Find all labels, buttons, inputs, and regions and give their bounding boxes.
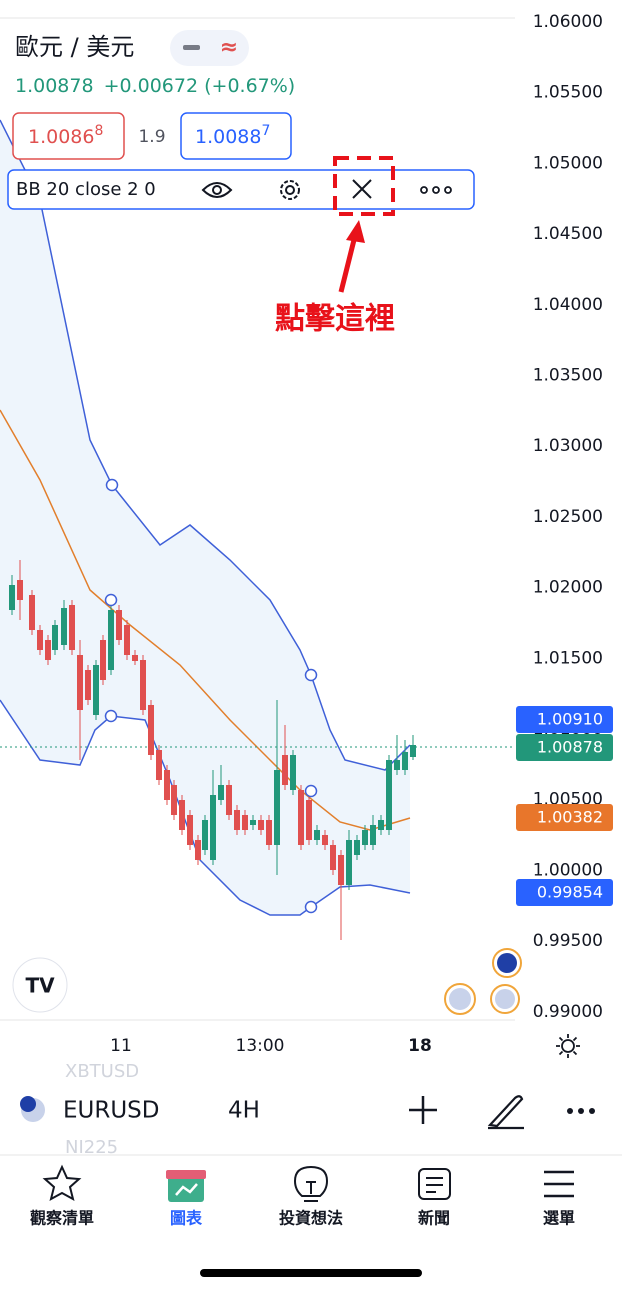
toolbar-more[interactable]: [567, 1108, 595, 1114]
price-label: 1.03500: [533, 366, 603, 386]
last-tag: [516, 734, 613, 761]
settings-icon[interactable]: [280, 180, 300, 200]
indicator-bar[interactable]: [7, 169, 475, 210]
bid-sup: 8: [94, 123, 103, 139]
price-label: 1.03000: [533, 436, 603, 456]
axis-settings[interactable]: [556, 1034, 580, 1058]
price-label: 1.01500: [533, 648, 603, 668]
price-label: 0.99500: [533, 931, 603, 951]
buy-button[interactable]: [180, 112, 292, 160]
red-bodies: [17, 580, 344, 885]
interval[interactable]: 4H: [228, 1098, 260, 1124]
watchlist-icon[interactable]: [42, 1164, 82, 1201]
add-icon[interactable]: [409, 1096, 437, 1124]
price-axis: 1.06000 1.05500 1.05000 1.04500 1.04000 1.035…: [533, 12, 603, 1022]
band-fill: [0, 120, 410, 915]
annotation-arrow: [338, 235, 358, 293]
time-label: 11: [110, 1036, 132, 1056]
price-label: 1.06000: [533, 12, 603, 32]
lower-tag-text: 0.99854: [537, 883, 603, 902]
green-bodies: [9, 585, 416, 885]
toggle-minus: [183, 45, 200, 50]
chart-icon[interactable]: [166, 1170, 206, 1202]
prev-symbol: XBTUSD: [65, 1061, 139, 1082]
price-label: 1.04500: [533, 224, 603, 244]
news-icon[interactable]: [418, 1168, 451, 1200]
menu-icon[interactable]: [544, 1170, 574, 1198]
ideas-icon[interactable]: [293, 1165, 329, 1202]
bid-text: 1.00868: [28, 123, 103, 148]
nav-label[interactable]: 新聞: [418, 1209, 450, 1228]
upper-tag: [516, 706, 613, 733]
time-label: 13:00: [236, 1036, 285, 1056]
symbol-title: 歐元 / 美元: [15, 33, 134, 61]
nav-label[interactable]: 投資想法: [279, 1209, 343, 1228]
basis-line: [0, 409, 411, 831]
price-label: 1.05500: [533, 83, 603, 103]
price-label: 1.05000: [533, 153, 603, 173]
home-indicator: [200, 1269, 422, 1277]
upper-tag-text: 1.00910: [537, 710, 603, 729]
event-icons[interactable]: [444, 948, 522, 1015]
annotation-arrowhead: [346, 220, 365, 243]
bid: 1.0086: [28, 126, 94, 148]
spread: 1.9: [138, 127, 165, 147]
basis-tag-text: 1.00382: [537, 808, 603, 827]
mode-toggle[interactable]: [170, 30, 249, 66]
last-tag-text: 1.00878: [537, 738, 603, 757]
tv-logo-mark: TV: [25, 974, 55, 998]
price-label: 1.04000: [533, 295, 603, 315]
symbol[interactable]: EURUSD: [63, 1098, 160, 1124]
basis-tag: [516, 804, 613, 831]
ask-text: 1.00887: [195, 123, 270, 148]
more-icon[interactable]: [420, 186, 452, 194]
nav-label[interactable]: 圖表: [170, 1209, 203, 1228]
next-symbol: NI225: [65, 1137, 118, 1158]
chart-area: TV: [0, 119, 522, 1015]
lower-tag: [516, 879, 613, 906]
ask-sup: 7: [261, 123, 270, 139]
price-line: 1.00878 +0.00672 (+0.67%): [15, 75, 295, 97]
annotation: 點擊這裡: [275, 302, 395, 337]
ask: 1.0088: [195, 126, 261, 148]
price-label: 1.02000: [533, 578, 603, 598]
band-handles: [104, 478, 318, 914]
sell-button[interactable]: [12, 112, 125, 160]
price-label: 1.02500: [533, 507, 603, 527]
change: +0.00672 (+0.67%): [104, 75, 296, 97]
draw-icon[interactable]: [487, 1095, 524, 1130]
upper-band: [0, 119, 411, 771]
toggle-wave: ≈: [220, 35, 238, 60]
remove-icon[interactable]: [352, 179, 372, 199]
nav-label[interactable]: 選單: [543, 1209, 575, 1228]
price: 1.00878: [15, 75, 94, 97]
price-label: 0.99000: [533, 1002, 603, 1022]
time-label: 18: [408, 1036, 432, 1056]
tv-logo[interactable]: [12, 957, 68, 1013]
highlight-box: [333, 156, 395, 216]
indicator-label: BB 20 close 2 0: [16, 179, 156, 200]
symbol-flag-eu: [20, 1096, 36, 1112]
price-label: 1.00000: [533, 860, 603, 880]
nav-bar: 觀察清單 圖表 投資想法 新聞 選單: [30, 1209, 575, 1228]
nav-label[interactable]: 觀察清單: [30, 1209, 94, 1228]
eye-icon[interactable]: [201, 182, 233, 198]
